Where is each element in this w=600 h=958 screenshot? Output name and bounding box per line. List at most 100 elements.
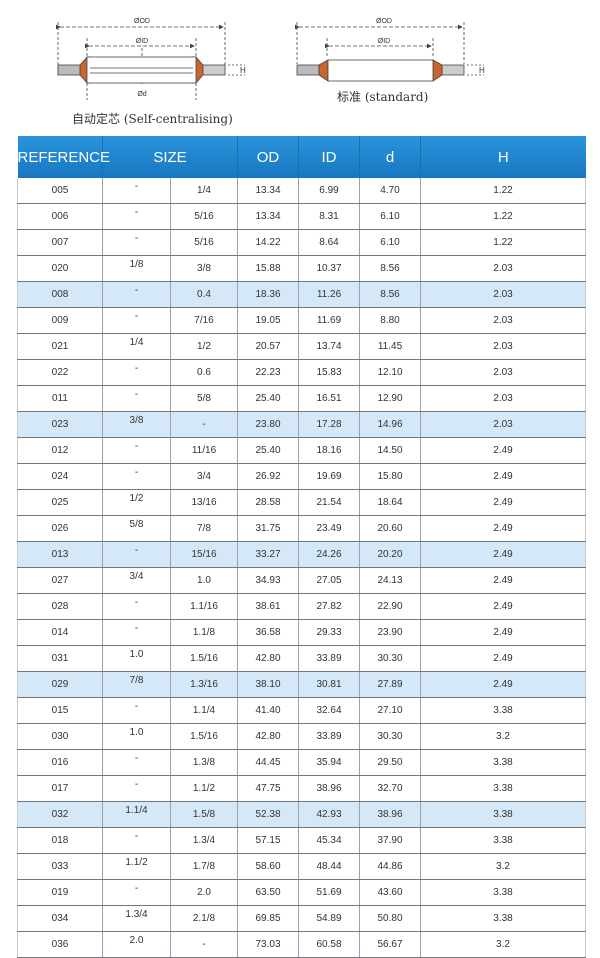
h-cell: 2.49 [420,671,586,698]
h-cell: 3.2 [420,723,586,750]
d-cell: 38.96 [359,801,421,828]
size-cell: - [102,749,171,776]
size-cell: 7/16 [170,307,238,334]
table-row: 016-1.3/8 44.45 35.94 29.50 3.38 [17,749,586,776]
d-cell: 12.90 [359,385,421,412]
id-cell: 17.28 [298,411,360,438]
id-cell: 33.89 [298,645,360,672]
reference-cell: 027 [17,567,103,594]
od-cell: 57.15 [237,827,299,854]
h-label: H [240,66,246,75]
seal-diagrams: ØOD ØID Ød H ØOD ØID H [56,18,485,100]
size-cell: 5/16 [170,203,238,230]
size-cell: 2.0 [102,931,171,958]
id-label: ØID [378,38,390,45]
h-cell: 3.38 [420,905,586,932]
od-cell: 14.22 [237,229,299,256]
od-cell: 33.27 [237,541,299,568]
d-cell: 20.60 [359,515,421,542]
table-row: 031 1.0 1.5/16 42.80 33.89 30.30 2.49 [17,645,586,672]
d-cell: 15.80 [359,463,421,490]
table-row: 015-1.1/4 41.40 32.64 27.10 3.38 [17,697,586,724]
reference-cell: 020 [17,255,103,282]
size-cell: - [102,359,171,386]
id-cell: 8.31 [298,203,360,230]
id-cell: 27.82 [298,593,360,620]
id-cell: 32.64 [298,697,360,724]
table-row: 032 1.1/4 1.5/8 52.38 42.93 38.96 3.38 [17,801,586,828]
self-centralising-diagram [56,22,245,100]
size-cell: - [102,619,171,646]
standard-caption: 标准 (standard) [337,90,429,104]
od-cell: 18.36 [237,281,299,308]
reference-cell: 031 [17,645,103,672]
reference-cell: 008 [17,281,103,308]
reference-cell: 032 [17,801,103,828]
id-cell: 18.16 [298,437,360,464]
id-label: ØID [136,38,148,45]
od-cell: 58.60 [237,853,299,880]
size-cell: - [170,411,238,438]
size-cell: - [170,931,238,958]
id-cell: 27.05 [298,567,360,594]
d-cell: 32.70 [359,775,421,802]
od-cell: 13.34 [237,203,299,230]
size-cell: 1.0 [102,645,171,672]
h-cell: 2.03 [420,333,586,360]
h-cell: 3.38 [420,775,586,802]
header-size: SIZE [102,136,238,178]
reference-cell: 030 [17,723,103,750]
header-h: H [420,136,586,178]
d-cell: 8.80 [359,307,421,334]
table-row: 013-15/16 33.27 24.26 20.20 2.49 [17,541,586,568]
size-cell: 1/4 [102,333,171,360]
table-row: 021 1/4 1/2 20.57 13.74 11.45 2.03 [17,333,586,360]
seal-dimensions-table: REFERENCE SIZE OD ID d H 005-1/4 13.34 6.9… [17,136,586,958]
size-cell: 1.3/8 [170,749,238,776]
table-row: 008-0.4 18.36 11.26 8.56 2.03 [17,281,586,308]
d-cell: 11.45 [359,333,421,360]
size-cell: 5/8 [170,385,238,412]
reference-cell: 015 [17,697,103,724]
reference-cell: 033 [17,853,103,880]
d-cell: 6.10 [359,203,421,230]
size-cell: - [102,879,171,906]
size-cell: 5/16 [170,229,238,256]
size-cell: 1.3/4 [170,827,238,854]
table-row: 033 1.1/2 1.7/8 58.60 48.44 44.86 3.2 [17,853,586,880]
h-cell: 2.49 [420,463,586,490]
id-cell: 21.54 [298,489,360,516]
table-row: 014-1.1/8 36.58 29.33 23.90 2.49 [17,619,586,646]
h-cell: 2.49 [420,541,586,568]
reference-cell: 022 [17,359,103,386]
reference-cell: 034 [17,905,103,932]
size-cell: - [102,827,171,854]
d-cell: 50.80 [359,905,421,932]
header-od: OD [237,136,299,178]
d-cell: 22.90 [359,593,421,620]
id-cell: 60.58 [298,931,360,958]
od-cell: 52.38 [237,801,299,828]
h-cell: 3.38 [420,879,586,906]
id-cell: 33.89 [298,723,360,750]
h-cell: 3.2 [420,931,586,958]
size-cell: 1.1/8 [170,619,238,646]
reference-cell: 018 [17,827,103,854]
size-cell: 13/16 [170,489,238,516]
h-cell: 2.03 [420,359,586,386]
d-cell: 29.50 [359,749,421,776]
table-row: 007-5/16 14.22 8.64 6.10 1.22 [17,229,586,256]
id-cell: 24.26 [298,541,360,568]
reference-cell: 011 [17,385,103,412]
size-cell: 1/2 [170,333,238,360]
size-cell: - [102,775,171,802]
od-cell: 19.05 [237,307,299,334]
d-cell: 44.86 [359,853,421,880]
h-cell: 2.03 [420,255,586,282]
d-cell: 8.56 [359,255,421,282]
od-cell: 25.40 [237,437,299,464]
header-reference: REFERENCE [17,136,110,178]
h-cell: 3.38 [420,749,586,776]
header-id: ID [298,136,360,178]
od-label: ØOD [134,18,150,25]
